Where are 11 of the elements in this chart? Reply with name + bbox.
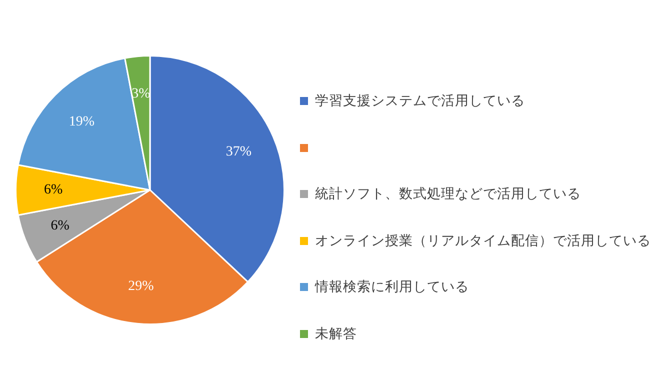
data-label: 19%: [68, 114, 95, 130]
legend-label: 未解答: [315, 324, 357, 343]
data-label: 37%: [226, 144, 252, 160]
data-label: 6%: [50, 218, 70, 234]
legend-label: オンライン授業（リアルタイム配信）で活用している: [315, 232, 651, 250]
data-label: 6%: [44, 182, 64, 198]
data-label: 29%: [128, 278, 154, 294]
legend-label: 情報検索に利用している: [315, 278, 469, 296]
legend-label: 学習支援システムで活用している: [315, 92, 525, 110]
data-label: 3%: [132, 86, 151, 102]
legend-label: 統計ソフト、数式処理などで活用している: [315, 185, 581, 204]
